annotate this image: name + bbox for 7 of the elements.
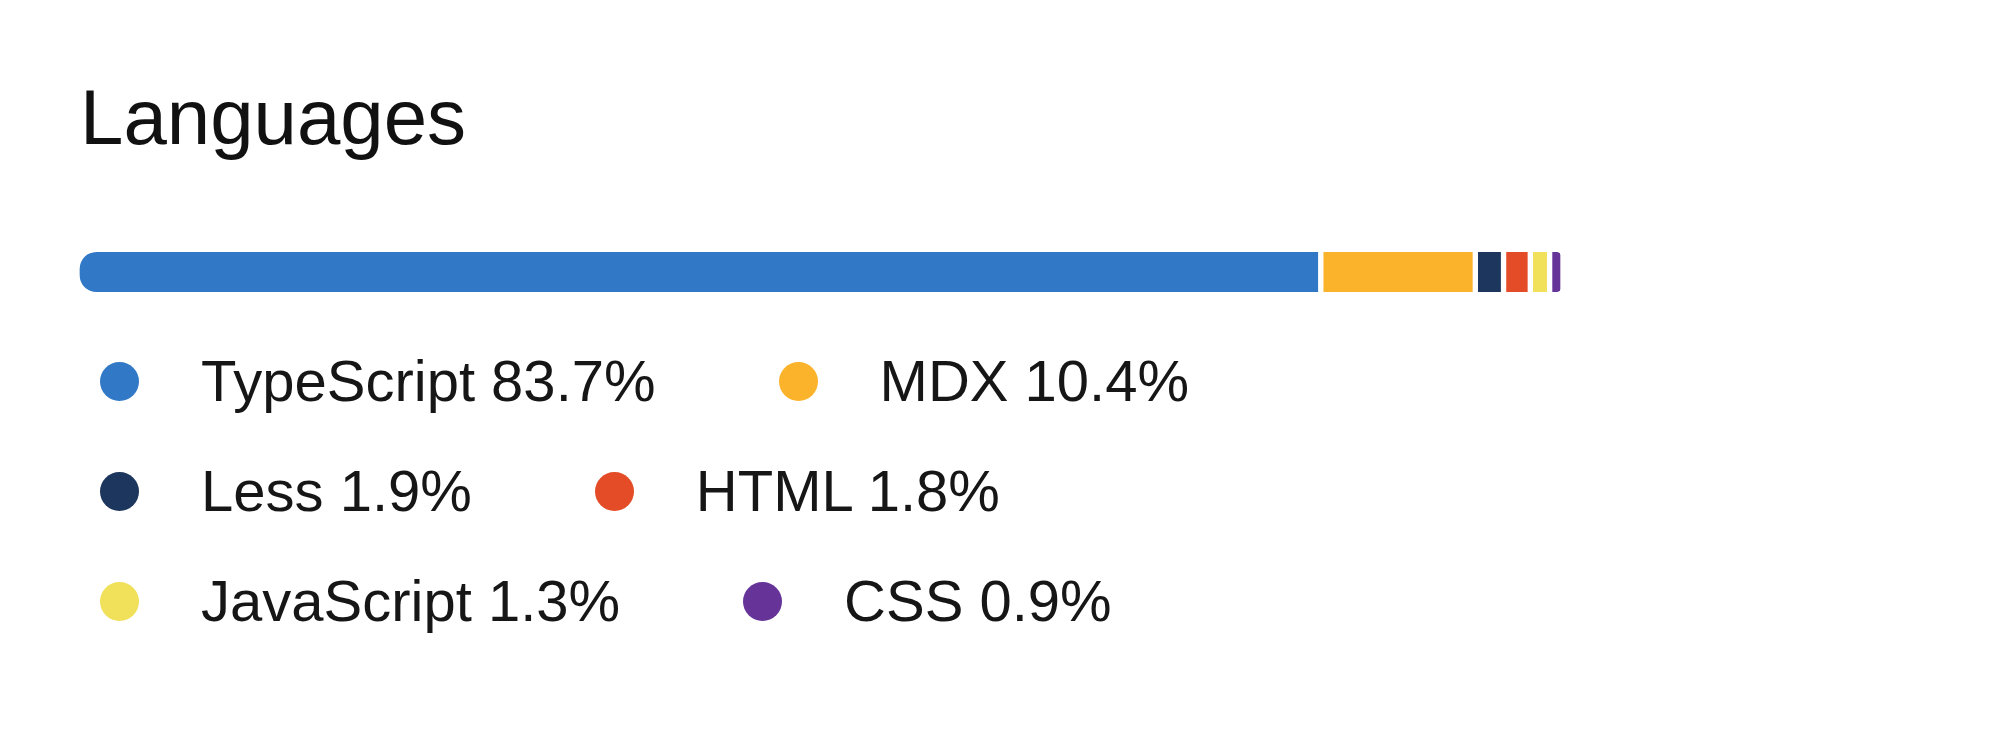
legend-label: Less 1.9% [201, 458, 472, 523]
legend-label: CSS 0.9% [844, 568, 1112, 633]
chart-title: Languages [80, 73, 468, 161]
legend-label: MDX 10.4% [879, 348, 1190, 413]
legend-label: TypeScript 83.7% [201, 348, 656, 413]
legend-label: HTML 1.8% [695, 458, 1000, 523]
legend-label: JavaScript 1.3% [201, 568, 621, 633]
